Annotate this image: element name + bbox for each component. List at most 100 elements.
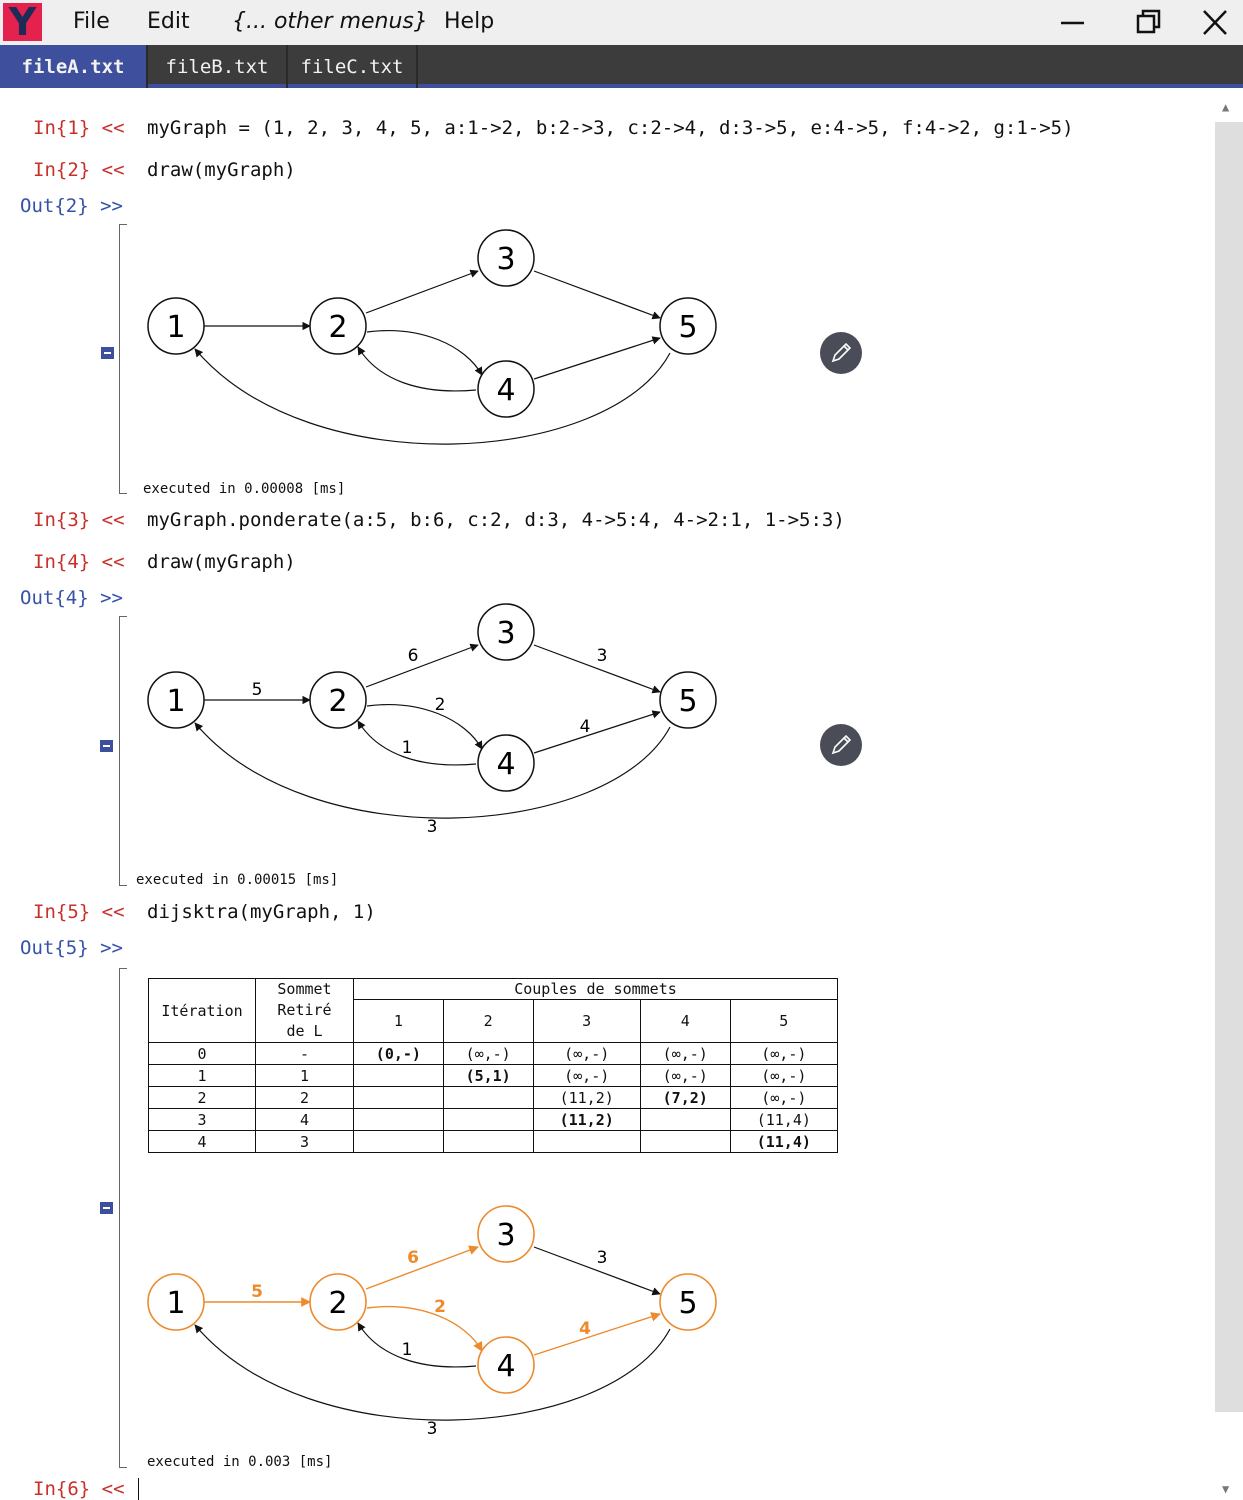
scroll-down-icon[interactable]: ▼ [1222, 1482, 1230, 1496]
header-iteration: Itération [148, 978, 256, 1043]
graph-node: 4 [477, 360, 535, 418]
pencil-icon [831, 342, 852, 363]
close-icon [1203, 10, 1227, 35]
graph-node: 4 [477, 734, 535, 792]
output-bracket [119, 224, 127, 494]
input-code[interactable]: draw(myGraph) [147, 159, 296, 181]
header-vertex: 3 [532, 999, 641, 1043]
edge-weight-label: 1 [402, 1340, 413, 1360]
menu-other[interactable]: {... other menus} [232, 9, 428, 34]
graph-node: 1 [147, 1273, 205, 1331]
input-prompt: In{2} << [33, 159, 125, 181]
tab-fileC[interactable]: fileC.txt [288, 45, 418, 88]
input-code[interactable]: myGraph.ponderate(a:5, b:6, c:2, d:3, 4-… [147, 509, 845, 531]
header-vertex: 4 [639, 999, 731, 1043]
svg-text:3: 3 [496, 1218, 515, 1253]
edit-button[interactable] [820, 724, 862, 766]
execution-time: executed in 0.00015 [ms] [136, 872, 339, 888]
text-cursor [138, 1478, 139, 1500]
svg-text:5: 5 [678, 310, 697, 345]
restore-button[interactable] [1128, 6, 1168, 40]
svg-text:4: 4 [496, 1349, 515, 1384]
graph-node: 5 [659, 671, 717, 729]
output-bracket [119, 616, 127, 886]
menu-help[interactable]: Help [444, 9, 495, 34]
edge-weight-label: 2 [435, 695, 446, 715]
graph-node: 5 [659, 1273, 717, 1331]
menu-edit[interactable]: Edit [147, 9, 190, 34]
output-prompt: Out{2} >> [20, 195, 123, 217]
svg-text:2: 2 [328, 684, 347, 719]
execution-time: executed in 0.003 [ms] [147, 1454, 333, 1470]
graph-node: 2 [309, 297, 367, 355]
edge-weight-label: 4 [580, 717, 591, 737]
input-prompt: In{4} << [33, 551, 125, 573]
collapse-icon[interactable] [101, 347, 114, 359]
minimize-button[interactable] [1052, 6, 1092, 40]
input-prompt: In{3} << [33, 509, 125, 531]
edge-weight-label: 3 [427, 1419, 438, 1439]
graph-node: 2 [309, 1273, 367, 1331]
output-prompt: Out{5} >> [20, 937, 123, 959]
table-row: 0- (0,-) (∞,-) (∞,-) (∞,-) (∞,-) [148, 1042, 839, 1065]
graph-node: 2 [309, 671, 367, 729]
edge-weight-label: 3 [427, 817, 438, 837]
collapse-icon[interactable] [100, 1202, 113, 1214]
svg-text:4: 4 [496, 747, 515, 782]
graph-node: 4 [477, 1336, 535, 1394]
svg-text:2: 2 [328, 1286, 347, 1321]
input-code[interactable]: dijsktra(myGraph, 1) [147, 901, 376, 923]
input-prompt: In{6} << [33, 1478, 125, 1500]
edge-weight-label: 6 [408, 646, 419, 666]
svg-text:1: 1 [166, 684, 185, 719]
graph-plain: 1 2 3 4 5 [147, 229, 717, 445]
edge-weight-label: 6 [407, 1248, 419, 1268]
svg-text:1: 1 [166, 1286, 185, 1321]
svg-text:2: 2 [328, 310, 347, 345]
edge-weight-label: 3 [597, 646, 608, 666]
graph-node: 3 [477, 229, 535, 287]
tab-fileB[interactable]: fileB.txt [148, 45, 288, 88]
graph-node: 3 [477, 603, 535, 661]
graph-node: 5 [659, 297, 717, 355]
title-bar: Y File Edit {... other menus} Help [0, 0, 1243, 45]
header-vertex: 5 [729, 999, 839, 1043]
edge-weight-label: 1 [402, 738, 413, 758]
scroll-up-icon[interactable]: ▲ [1222, 100, 1230, 114]
close-button[interactable] [1195, 6, 1235, 40]
edge-weight-label: 4 [579, 1319, 591, 1339]
collapse-icon[interactable] [100, 740, 113, 752]
tab-fileA[interactable]: fileA.txt [0, 45, 148, 88]
svg-text:3: 3 [496, 242, 515, 277]
graph-node: 3 [477, 1205, 535, 1263]
svg-text:5: 5 [678, 1286, 697, 1321]
graph-node: 1 [147, 671, 205, 729]
header-vertex: 2 [442, 999, 534, 1043]
header-vertex: 1 [353, 999, 444, 1043]
scrollbar-track[interactable] [1215, 122, 1243, 1412]
edge-weight-label: 5 [252, 680, 263, 700]
svg-text:3: 3 [496, 616, 515, 651]
output-bracket [119, 968, 127, 1468]
svg-text:4: 4 [496, 373, 515, 408]
menu-file[interactable]: File [73, 9, 110, 34]
input-prompt: In{5} << [33, 901, 125, 923]
execution-time: executed in 0.00008 [ms] [143, 481, 346, 497]
input-code[interactable]: draw(myGraph) [147, 551, 296, 573]
edge-weight-label: 3 [597, 1248, 608, 1268]
header-couples: Couples de sommets [353, 977, 838, 1001]
graph-node: 1 [147, 297, 205, 355]
input-code[interactable]: myGraph = (1, 2, 3, 4, 5, a:1->2, b:2->3… [147, 117, 1074, 139]
svg-text:5: 5 [678, 684, 697, 719]
edit-button[interactable] [820, 332, 862, 374]
minimize-icon [1061, 21, 1084, 25]
output-prompt: Out{4} >> [20, 587, 123, 609]
app-logo: Y [3, 0, 42, 44]
graph-weighted: 5 6 3 2 1 4 3 1 2 3 4 5 [147, 603, 717, 837]
graph-shortest-path: 5 6 3 2 1 4 3 1 2 3 4 5 [147, 1205, 717, 1439]
header-removed: Sommet Retiré de L [255, 978, 354, 1043]
